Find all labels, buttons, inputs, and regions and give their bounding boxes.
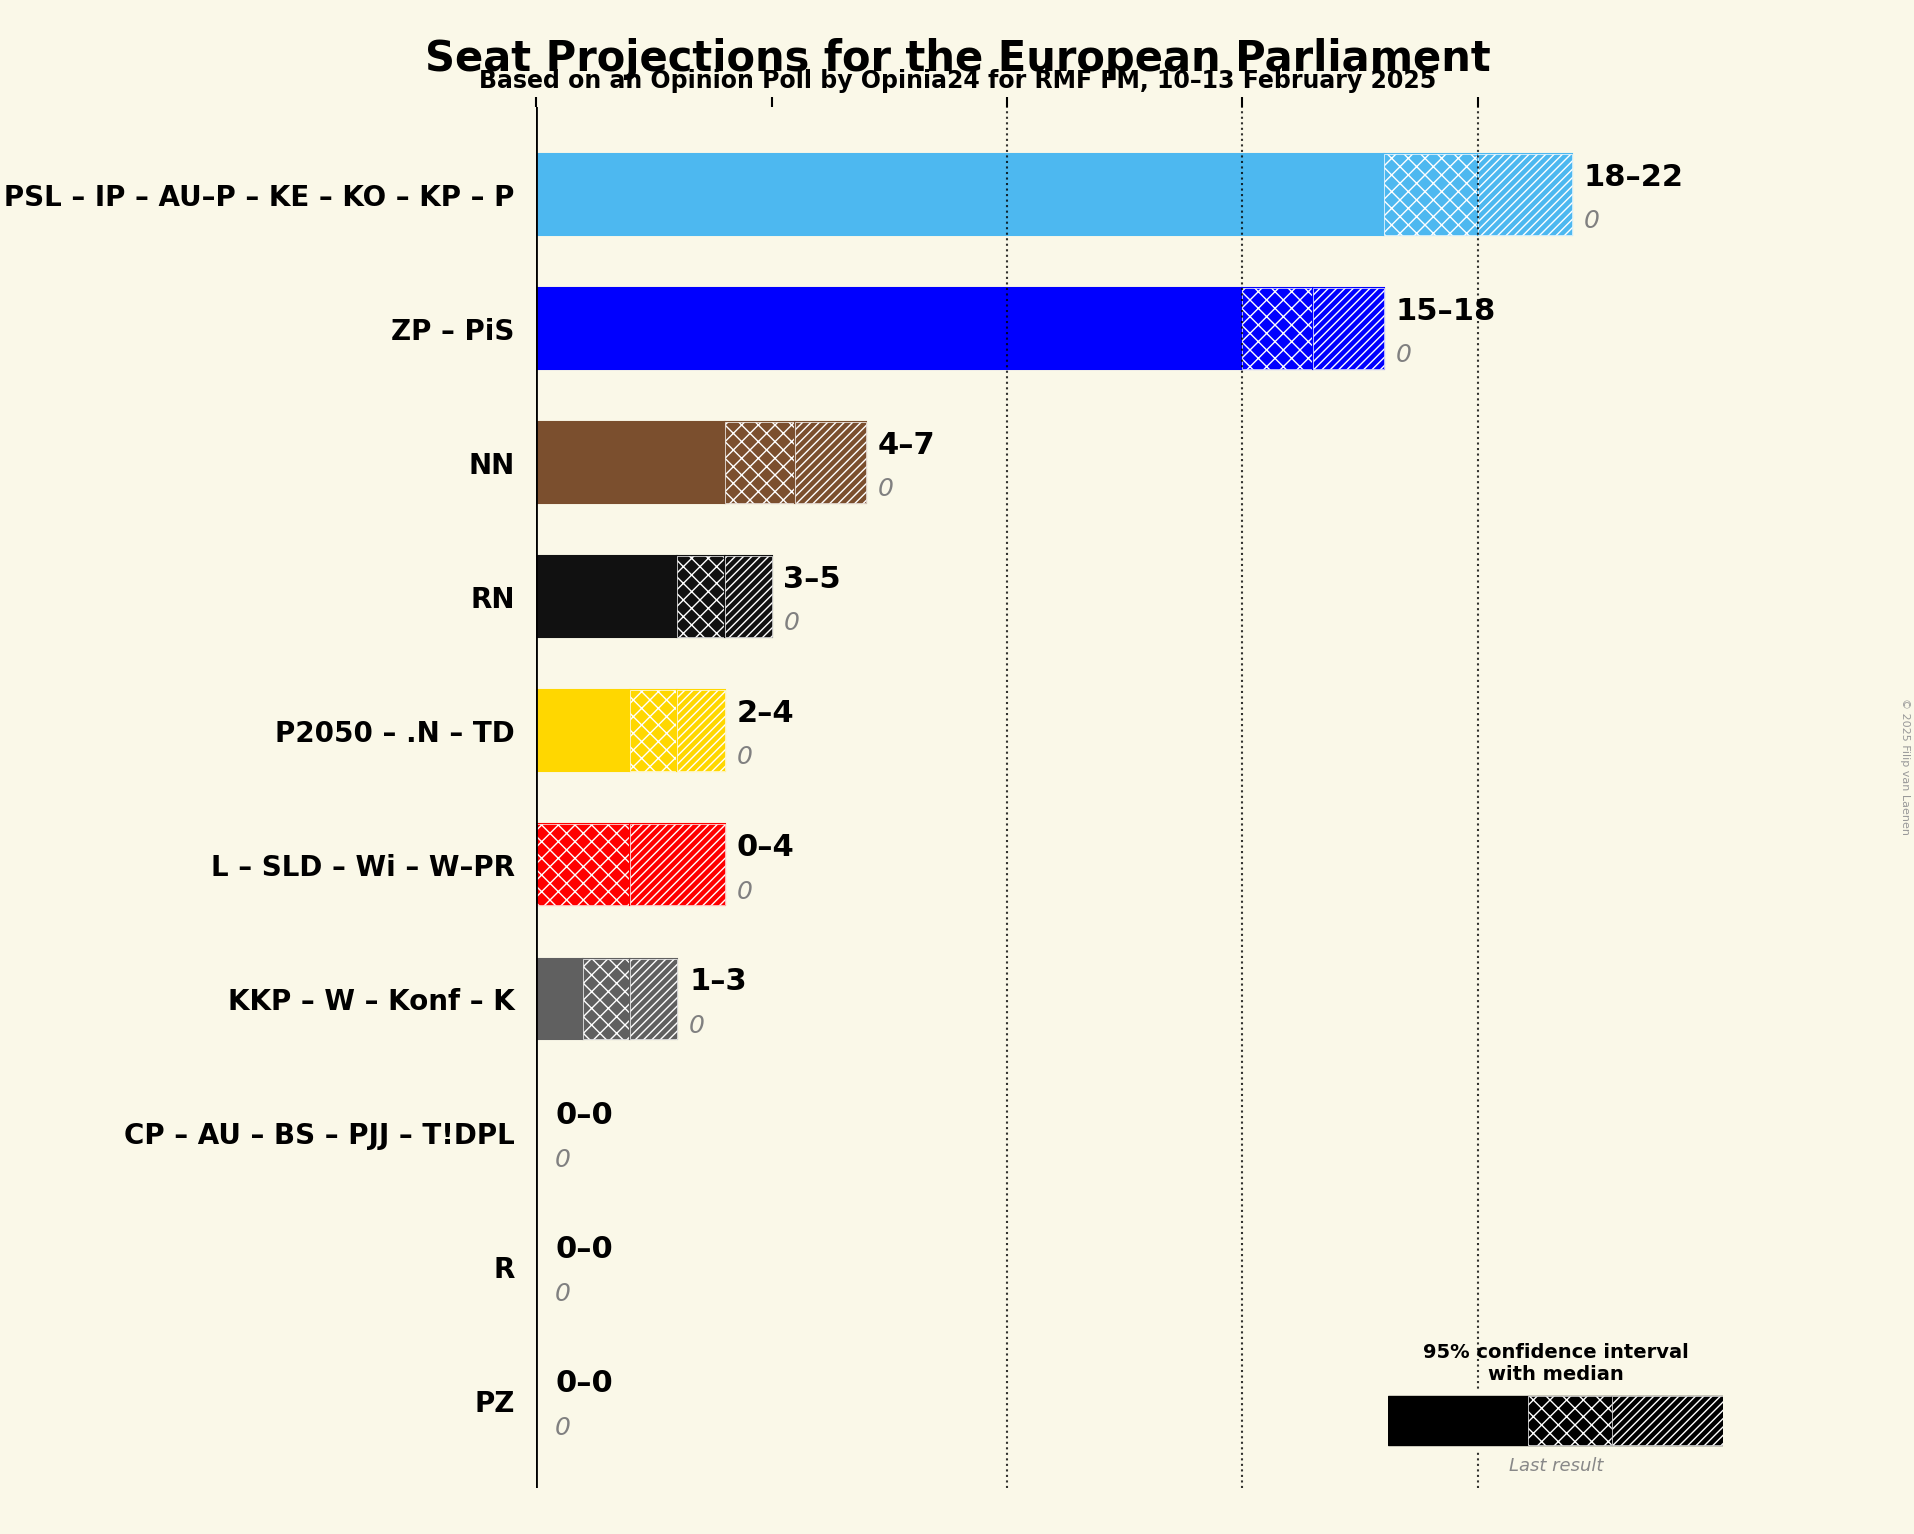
Bar [1388, 1396, 1527, 1445]
Bar [1313, 288, 1382, 368]
Bar [723, 557, 771, 637]
Text: 4–7: 4–7 [877, 431, 934, 460]
Bar [678, 557, 723, 637]
Bar [536, 690, 630, 772]
Bar [584, 959, 630, 1039]
Text: 0: 0 [735, 879, 752, 904]
Text: 15–18: 15–18 [1395, 296, 1495, 325]
Bar [630, 824, 723, 905]
Text: 18–22: 18–22 [1583, 163, 1682, 192]
Bar [794, 422, 865, 503]
Text: 95% confidence interval
with median: 95% confidence interval with median [1422, 1342, 1688, 1384]
Text: 2–4: 2–4 [735, 698, 794, 727]
Bar [630, 959, 678, 1039]
Text: 0–4: 0–4 [735, 833, 794, 862]
Text: 3–5: 3–5 [783, 565, 840, 594]
Bar [584, 959, 630, 1039]
Text: 0: 0 [555, 1147, 570, 1172]
Bar [678, 690, 723, 772]
Bar [723, 422, 794, 503]
Text: 0: 0 [1583, 209, 1598, 233]
Bar [630, 959, 678, 1039]
Bar [1313, 288, 1382, 368]
Bar [1612, 1396, 1723, 1445]
Bar [723, 422, 794, 503]
Bar [536, 155, 1382, 235]
Bar [1527, 1396, 1612, 1445]
Bar [794, 422, 865, 503]
Bar [1612, 1396, 1723, 1445]
Bar [536, 824, 630, 905]
Bar [723, 557, 771, 637]
Text: 0: 0 [783, 612, 798, 635]
Bar [630, 690, 678, 772]
Bar [1382, 155, 1478, 235]
Text: 1–3: 1–3 [689, 966, 746, 996]
Text: 0: 0 [555, 1281, 570, 1305]
Bar [678, 557, 723, 637]
Bar [1527, 1396, 1612, 1445]
Text: 0: 0 [877, 477, 894, 502]
Bar [536, 557, 678, 637]
Bar [536, 288, 1242, 368]
Text: 0: 0 [1395, 344, 1411, 367]
Bar [536, 422, 723, 503]
Bar [678, 690, 723, 772]
Bar [630, 690, 678, 772]
Bar [1382, 155, 1478, 235]
Text: 0: 0 [689, 1014, 704, 1037]
Text: © 2025 Filip van Laenen: © 2025 Filip van Laenen [1899, 698, 1910, 836]
Text: 0: 0 [555, 1416, 570, 1440]
Text: 0–0: 0–0 [555, 1235, 612, 1264]
Text: Seat Projections for the European Parliament: Seat Projections for the European Parlia… [425, 38, 1489, 80]
Bar [1478, 155, 1571, 235]
Bar [536, 959, 584, 1039]
Bar [1478, 155, 1571, 235]
Bar [630, 824, 723, 905]
Text: 0: 0 [735, 746, 752, 770]
Bar [1242, 288, 1313, 368]
Text: 0–0: 0–0 [555, 1368, 612, 1397]
Bar [1242, 288, 1313, 368]
Text: Based on an Opinion Poll by Opinia24 for RMF FM, 10–13 February 2025: Based on an Opinion Poll by Opinia24 for… [478, 69, 1436, 94]
Text: 0–0: 0–0 [555, 1101, 612, 1131]
Bar [536, 824, 630, 905]
Text: Last result: Last result [1508, 1457, 1602, 1476]
